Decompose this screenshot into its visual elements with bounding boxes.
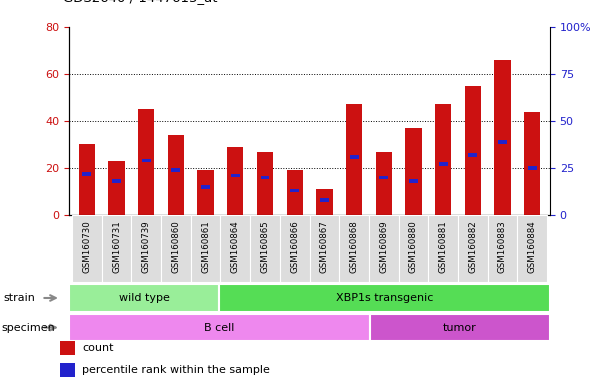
Text: GSM160884: GSM160884 — [528, 220, 537, 273]
Bar — [346, 104, 362, 215]
Bar — [132, 215, 161, 282]
Bar — [494, 60, 511, 215]
Bar — [138, 109, 154, 215]
Text: GSM160865: GSM160865 — [260, 220, 269, 273]
Bar — [102, 215, 132, 282]
Bar — [201, 185, 210, 189]
Text: tumor: tumor — [443, 323, 477, 333]
Text: B cell: B cell — [204, 323, 234, 333]
Bar — [339, 215, 369, 282]
Bar — [250, 215, 280, 282]
Text: GSM160880: GSM160880 — [409, 220, 418, 273]
Bar — [409, 179, 418, 183]
Bar — [69, 314, 370, 341]
Text: count: count — [82, 343, 114, 353]
Bar — [398, 215, 429, 282]
Bar — [227, 147, 243, 215]
Bar — [161, 215, 191, 282]
Bar — [79, 144, 95, 215]
Text: GSM160739: GSM160739 — [142, 220, 151, 273]
Bar — [350, 155, 359, 159]
Text: GDS2640 / 1447615_at: GDS2640 / 1447615_at — [63, 0, 218, 4]
Bar — [524, 112, 540, 215]
Bar — [369, 215, 398, 282]
Bar — [257, 152, 273, 215]
Bar — [528, 166, 537, 170]
Bar — [468, 153, 477, 157]
Text: GSM160882: GSM160882 — [468, 220, 477, 273]
Bar — [370, 314, 550, 341]
Text: wild type: wild type — [119, 293, 169, 303]
Text: GSM160881: GSM160881 — [439, 220, 448, 273]
Bar — [376, 152, 392, 215]
Bar — [168, 135, 184, 215]
Bar — [405, 128, 421, 215]
Bar — [458, 215, 487, 282]
Text: GSM160867: GSM160867 — [320, 220, 329, 273]
Bar — [231, 174, 240, 177]
Text: XBP1s transgenic: XBP1s transgenic — [336, 293, 433, 303]
Bar — [108, 161, 125, 215]
Text: GSM160860: GSM160860 — [171, 220, 180, 273]
Bar — [487, 215, 517, 282]
Bar — [287, 170, 303, 215]
Text: GSM160731: GSM160731 — [112, 220, 121, 273]
Bar — [82, 172, 91, 175]
Text: percentile rank within the sample: percentile rank within the sample — [82, 365, 270, 375]
Bar — [142, 159, 151, 162]
Bar — [439, 162, 448, 166]
Bar — [60, 362, 75, 377]
Bar — [290, 189, 299, 192]
Text: GSM160861: GSM160861 — [201, 220, 210, 273]
Bar — [320, 198, 329, 202]
Bar — [60, 341, 75, 356]
Bar — [171, 168, 180, 172]
Bar — [316, 189, 332, 215]
Text: specimen: specimen — [1, 323, 55, 333]
Text: GSM160864: GSM160864 — [231, 220, 240, 273]
Text: GSM160869: GSM160869 — [379, 220, 388, 273]
Bar — [465, 86, 481, 215]
Bar — [435, 104, 451, 215]
Bar — [112, 179, 121, 183]
Bar — [191, 215, 221, 282]
Bar — [310, 215, 339, 282]
Text: strain: strain — [3, 293, 35, 303]
Bar — [379, 175, 388, 179]
Bar — [517, 215, 547, 282]
Bar — [198, 170, 214, 215]
Bar — [498, 140, 507, 144]
Bar — [72, 215, 102, 282]
Bar — [221, 215, 250, 282]
Bar — [69, 284, 219, 312]
Bar — [260, 175, 269, 179]
Text: GSM160883: GSM160883 — [498, 220, 507, 273]
Text: GSM160866: GSM160866 — [290, 220, 299, 273]
Text: GSM160868: GSM160868 — [350, 220, 359, 273]
Text: GSM160730: GSM160730 — [82, 220, 91, 273]
Bar — [429, 215, 458, 282]
Bar — [219, 284, 550, 312]
Bar — [280, 215, 310, 282]
